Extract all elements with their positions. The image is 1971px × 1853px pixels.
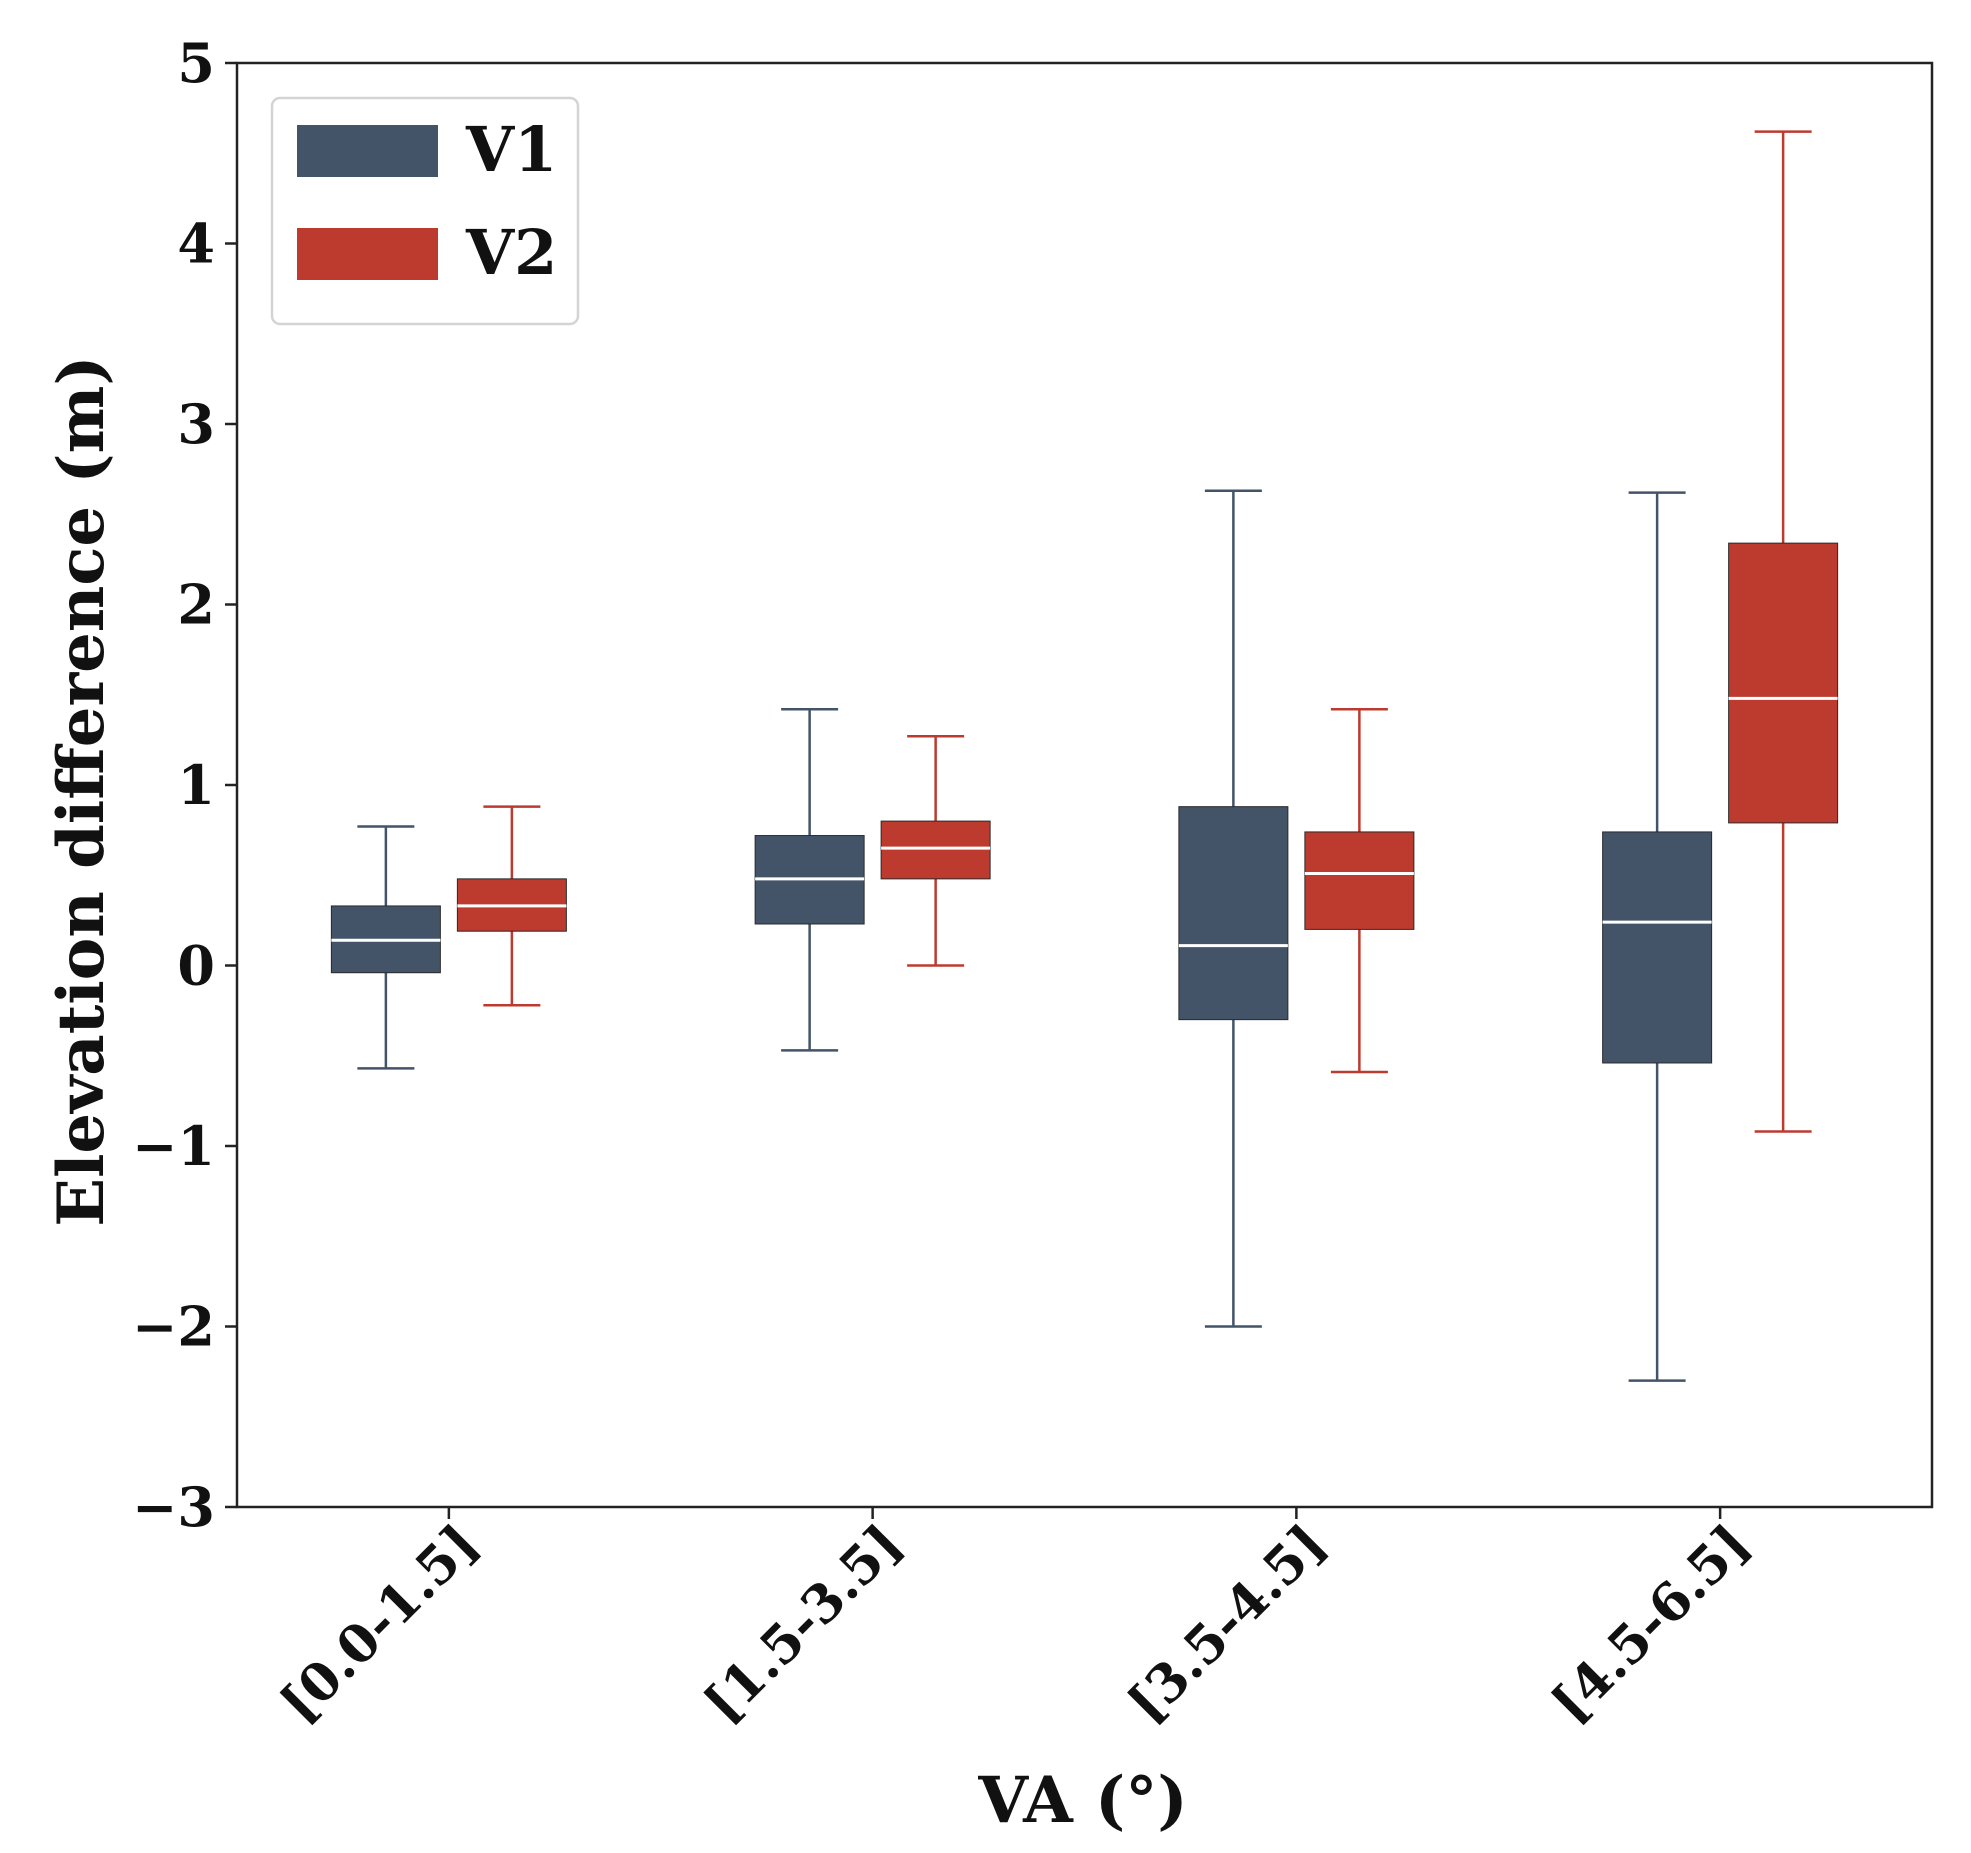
box-v1	[1178, 806, 1289, 1021]
y-tick-label: 4	[177, 212, 215, 276]
legend-swatch-v2	[297, 228, 438, 280]
legend-label-v1: V1	[465, 113, 557, 186]
legend-label-v2: V2	[465, 216, 557, 289]
y-tick-label: 2	[177, 573, 215, 637]
y-tick-label: −3	[132, 1475, 215, 1539]
y-tick-label: 1	[177, 753, 215, 817]
box-v2	[1728, 542, 1839, 824]
x-axis-label: VA (°)	[977, 1763, 1187, 1838]
marks-layer	[330, 130, 1839, 1382]
x-tick-label: [4.5-6.5]	[1540, 1513, 1761, 1734]
x-tick-label: [0.0-1.5]	[269, 1513, 490, 1734]
y-tick-label: 5	[177, 31, 215, 95]
x-tick-label: [3.5-4.5]	[1116, 1513, 1337, 1734]
box-v2	[880, 820, 991, 880]
y-tick-label: −1	[132, 1114, 215, 1178]
legend-swatch-v1	[297, 125, 438, 177]
y-tick-label: −2	[132, 1295, 215, 1359]
x-tick-label: [1.5-3.5]	[693, 1513, 914, 1734]
box-v1	[1602, 831, 1713, 1064]
y-axis-label: Elevation difference (m)	[44, 355, 119, 1226]
y-tick-label: 3	[177, 392, 215, 456]
y-tick-label: 0	[177, 934, 215, 998]
box-v2	[1304, 831, 1415, 930]
